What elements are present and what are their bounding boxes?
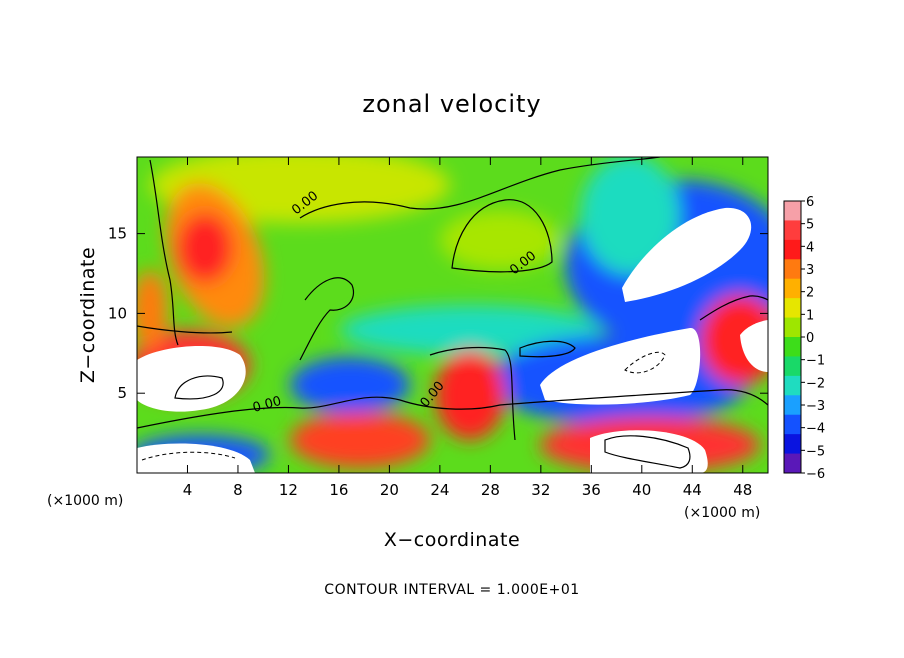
saturated-region-upper-right xyxy=(622,207,752,302)
x-tick-label: 8 xyxy=(233,481,243,499)
saturated-region-bottom-right xyxy=(590,430,708,473)
contour-line xyxy=(429,346,516,441)
contour-line xyxy=(141,451,236,461)
saturated-region-mid-right xyxy=(540,327,701,405)
heatmap-field xyxy=(137,157,768,473)
x-tick-label: 32 xyxy=(531,481,550,499)
contour-line xyxy=(137,389,768,429)
colorbar-swatch xyxy=(784,414,801,435)
colorbar-tick-label: 5 xyxy=(806,218,814,233)
saturated-region-right-edge xyxy=(740,320,768,372)
colorbar-tick-label: 0 xyxy=(806,331,814,346)
zero-contours xyxy=(137,157,768,469)
colorbar-tick-label: 2 xyxy=(806,286,814,301)
blob-blue-center xyxy=(290,357,410,413)
colorbar: 6 5 4 3 2 1 0 −1 −2 −3 −4 −5 −6 xyxy=(783,195,825,482)
x-unit-label: (×1000 m) xyxy=(684,505,760,521)
chart-title: zonal velocity xyxy=(362,90,541,118)
x-tick-label: 24 xyxy=(430,481,449,499)
contour-line xyxy=(699,295,768,321)
x-tick-label: 44 xyxy=(683,481,702,499)
x-tick-label: 4 xyxy=(183,481,193,499)
colorbar-swatch xyxy=(784,375,801,396)
y-unit-label: (×1000 m) xyxy=(47,493,123,509)
contour-line xyxy=(604,435,691,469)
colorbar-tick-label: −4 xyxy=(806,422,825,437)
colorbar-tick-label: −1 xyxy=(806,354,825,369)
x-tick-label: 40 xyxy=(632,481,651,499)
contour-interval-note: CONTOUR INTERVAL = 1.000E+01 xyxy=(324,582,579,598)
x-tick-label: 36 xyxy=(582,481,601,499)
negative-contours xyxy=(141,351,666,461)
x-axis-label: X−coordinate xyxy=(384,529,520,551)
contour-line xyxy=(624,351,666,374)
x-tick-label: 20 xyxy=(380,481,399,499)
contour-line xyxy=(299,277,354,361)
blob-cyan-upper xyxy=(580,157,680,275)
plot-frame xyxy=(136,156,769,474)
y-axis-label: Z−coordinate xyxy=(77,247,99,383)
colorbar-swatch xyxy=(784,239,801,260)
x-tick-label: 12 xyxy=(279,481,298,499)
blob-red-bottom xyxy=(290,412,430,468)
colorbar-tick-label: −5 xyxy=(806,444,825,459)
blob-light-green xyxy=(440,210,560,270)
blob-red-center xyxy=(435,350,505,440)
blob-red xyxy=(177,213,233,283)
x-tick-label: 16 xyxy=(329,481,348,499)
colorbar-swatch xyxy=(784,278,801,299)
colorbar-swatch xyxy=(784,317,801,338)
colorbar-swatch xyxy=(784,201,801,221)
contour-line xyxy=(137,325,233,334)
blob-cyan-mid xyxy=(340,305,600,355)
contour-label: 0.00 xyxy=(251,394,283,416)
contour-line xyxy=(451,199,553,273)
colorbar-tick-label: 1 xyxy=(806,308,814,323)
colorbar-tick-label: −2 xyxy=(806,376,825,391)
colorbar-swatch xyxy=(784,453,801,474)
y-tick-label: 15 xyxy=(108,225,127,243)
colorbar-swatch xyxy=(784,434,801,455)
colorbar-tick-label: 3 xyxy=(806,263,814,278)
colorbar-tick-label: −6 xyxy=(806,467,825,482)
colorbar-swatch xyxy=(784,337,801,357)
colorbar-tick-label: 4 xyxy=(806,240,814,255)
y-tick-label: 10 xyxy=(108,304,127,322)
colorbar-swatch xyxy=(784,356,801,377)
x-tick-label: 28 xyxy=(481,481,500,499)
colorbar-tick-label: −3 xyxy=(806,399,825,414)
colorbar-swatch xyxy=(784,395,801,416)
x-tick-label: 48 xyxy=(733,481,752,499)
x-axis-ticks: 4 8 12 16 20 24 28 32 36 40 44 48 xyxy=(183,157,752,499)
colorbar-swatch xyxy=(784,259,801,280)
contour-line xyxy=(299,157,661,219)
y-tick-label: 5 xyxy=(117,384,127,402)
y-axis-ticks: 5 10 15 xyxy=(108,225,768,402)
colorbar-tick-label: 6 xyxy=(806,195,814,210)
contour-line xyxy=(519,340,576,358)
colorbar-swatch xyxy=(784,220,801,241)
saturated-region-bottom-left xyxy=(137,443,255,473)
contour-line xyxy=(149,159,179,346)
contour-line xyxy=(174,375,224,400)
colorbar-swatch xyxy=(784,298,801,319)
